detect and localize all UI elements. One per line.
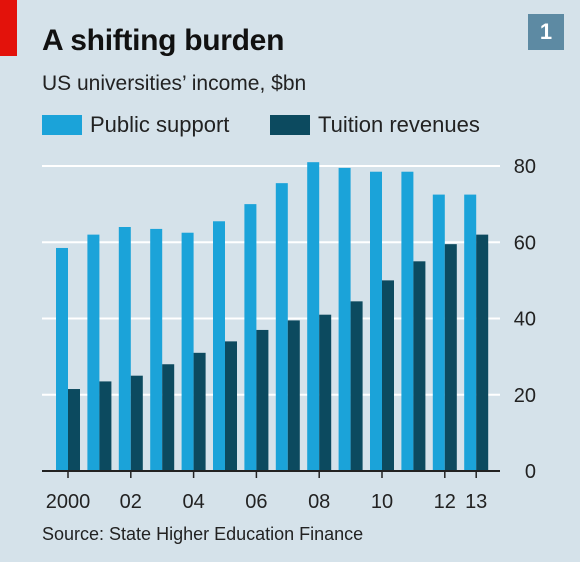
- x-tick-label-2000: 2000: [46, 491, 91, 513]
- bar-tuition-revenues-2004: [193, 352, 206, 471]
- bar-public-support-2012: [432, 194, 445, 471]
- bar-public-support-2010: [370, 171, 382, 471]
- bar-tuition-revenues-2013: [476, 234, 489, 471]
- bar-public-support-2009: [338, 167, 351, 471]
- chart-number-badge: 1: [528, 14, 564, 50]
- bar-tuition-revenues-2010: [382, 280, 394, 471]
- legend-item-public-support: Public support: [42, 112, 229, 138]
- legend-label-tuition-revenues: Tuition revenues: [318, 112, 480, 137]
- bar-tuition-revenues-2006: [256, 329, 269, 471]
- legend-item-tuition-revenues: Tuition revenues: [270, 112, 480, 138]
- y-tick-label-40: 40: [514, 309, 536, 331]
- bar-public-support-2004: [181, 232, 194, 471]
- x-tick-label-13: 13: [465, 491, 487, 513]
- y-tick-label-60: 60: [514, 232, 536, 254]
- bar-public-support-2013: [464, 194, 477, 471]
- chart-subtitle: US universities’ income, $bn: [42, 72, 307, 95]
- legend-swatch-public-support: [42, 115, 82, 135]
- bar-tuition-revenues-2001: [99, 381, 112, 471]
- bar-tuition-revenues-2003: [162, 364, 175, 471]
- x-tick-label-08: 08: [308, 491, 330, 513]
- x-tick-label-12: 12: [434, 491, 456, 513]
- x-tick-label-10: 10: [371, 491, 393, 513]
- bar-tuition-revenues-2011: [413, 261, 426, 471]
- legend-swatch-tuition-revenues: [270, 115, 310, 135]
- legend-label-public-support: Public support: [90, 112, 230, 137]
- bar-tuition-revenues-2008: [319, 314, 332, 471]
- bar-public-support-2000: [56, 247, 68, 471]
- bar-tuition-revenues-2000: [68, 389, 80, 471]
- bar-public-support-2005: [213, 221, 225, 471]
- y-tick-label-0: 0: [525, 461, 536, 483]
- bar-public-support-2011: [401, 171, 414, 471]
- y-tick-label-80: 80: [514, 156, 536, 178]
- chart-title: A shifting burden: [42, 24, 285, 57]
- x-tick-label-02: 02: [120, 491, 142, 513]
- bar-tuition-revenues-2007: [287, 320, 300, 471]
- bar-public-support-2003: [150, 228, 163, 471]
- bar-public-support-2001: [87, 234, 100, 471]
- source-note: Source: State Higher Education Finance: [42, 524, 364, 544]
- x-tick-label-06: 06: [245, 491, 267, 513]
- y-tick-label-20: 20: [514, 385, 536, 407]
- bar-tuition-revenues-2009: [350, 301, 363, 471]
- bar-public-support-2008: [307, 162, 320, 471]
- bar-public-support-2006: [244, 204, 257, 471]
- brand-accent-tab: [0, 0, 17, 56]
- bar-tuition-revenues-2002: [130, 375, 143, 471]
- bar-public-support-2007: [275, 183, 288, 471]
- bar-tuition-revenues-2012: [444, 244, 457, 471]
- bar-public-support-2002: [118, 227, 131, 471]
- x-tick-label-04: 04: [182, 491, 204, 513]
- bar-tuition-revenues-2005: [225, 341, 237, 471]
